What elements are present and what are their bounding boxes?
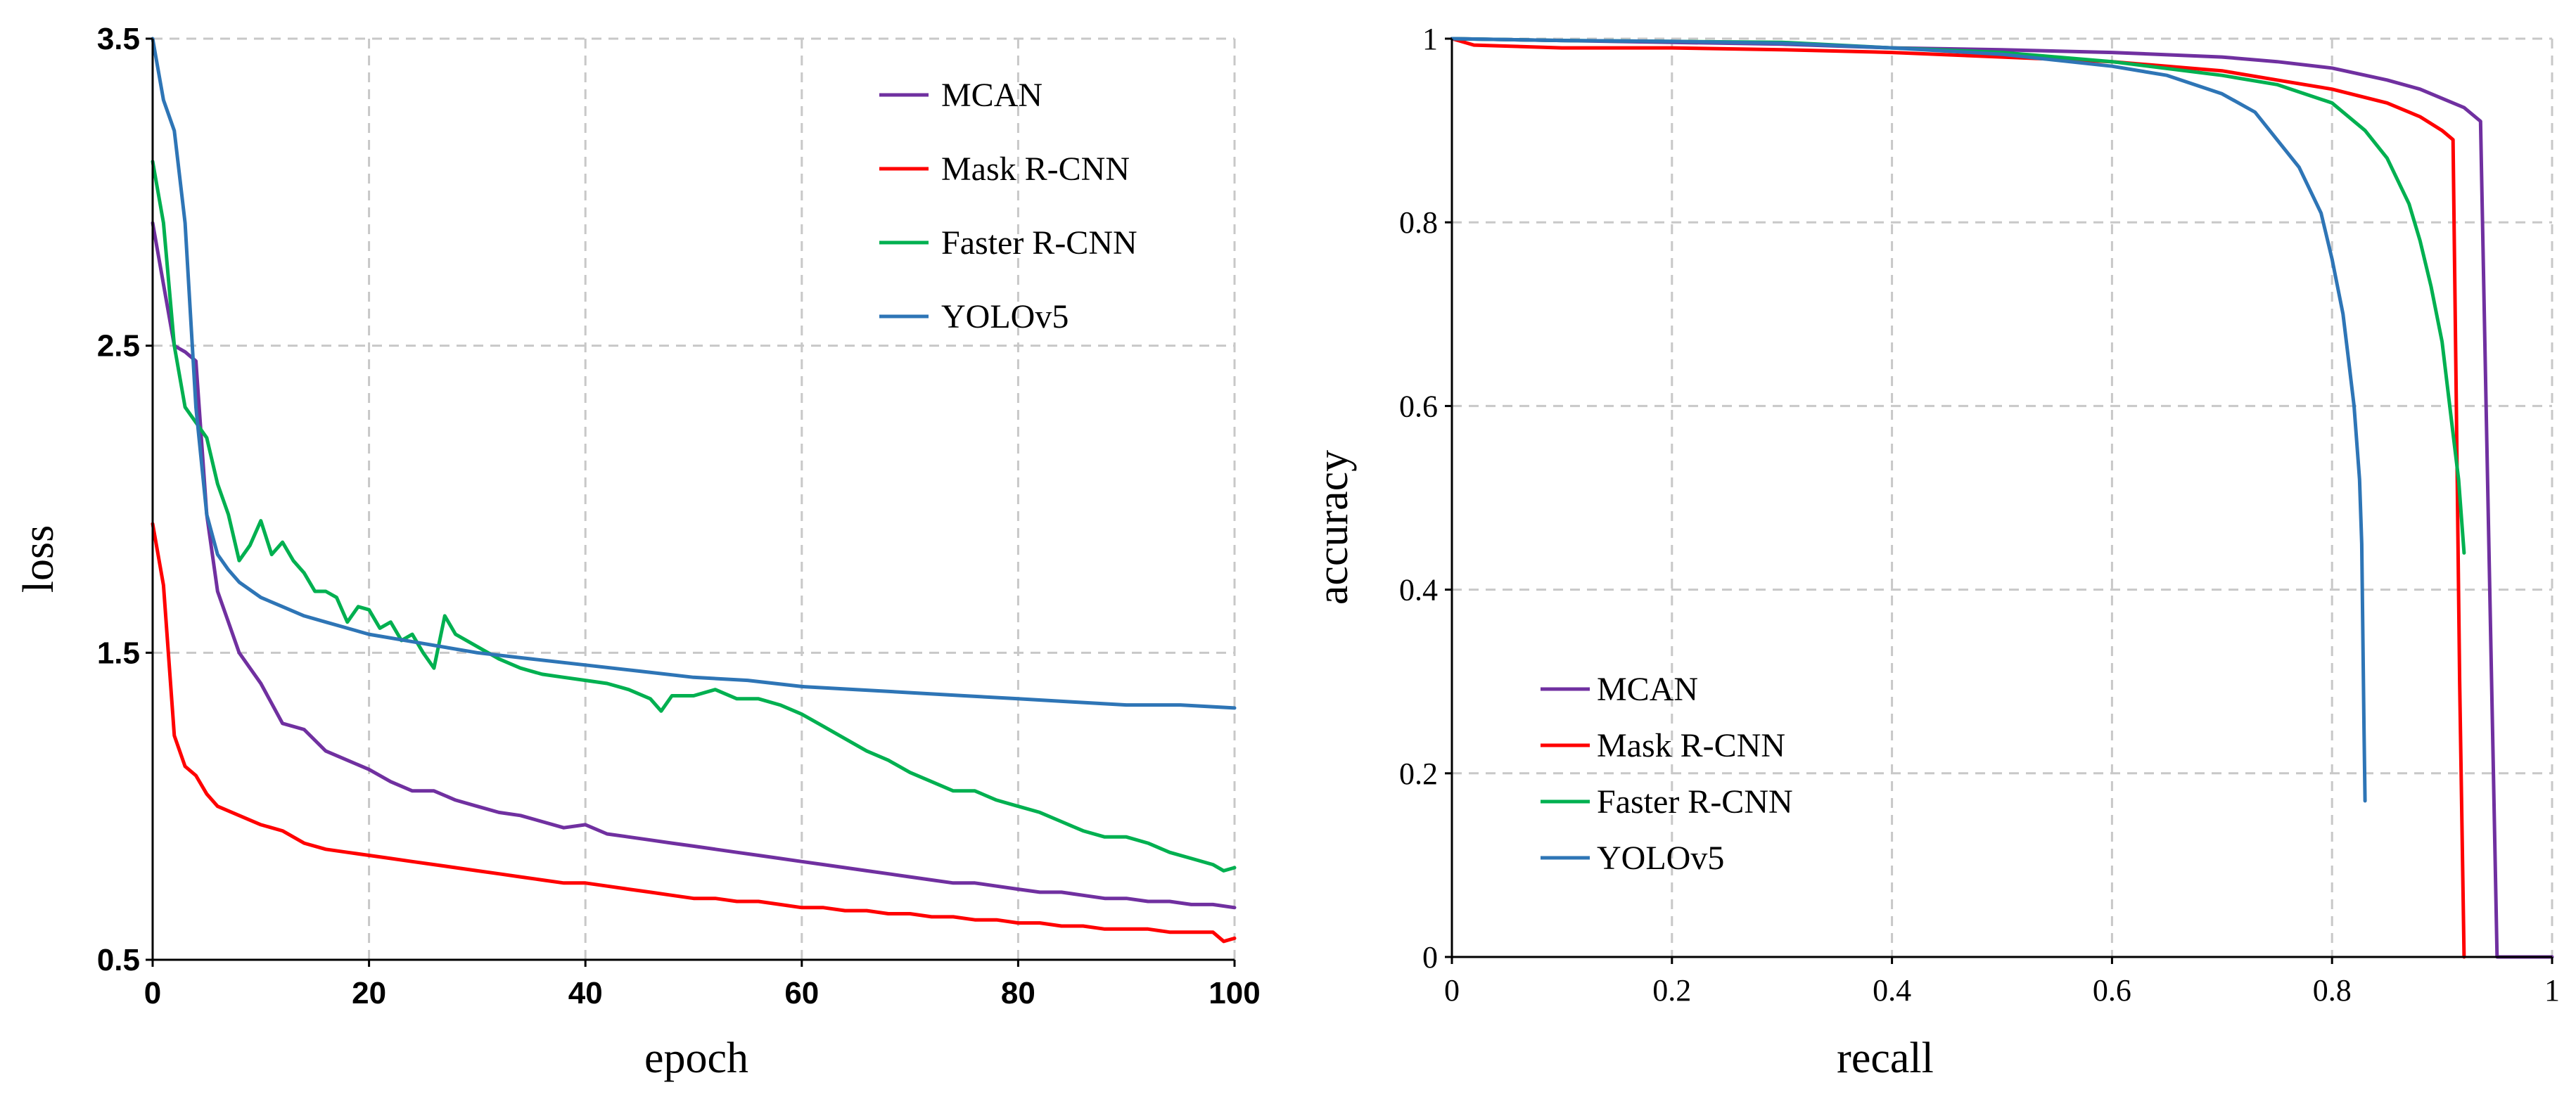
pr-chart-x-tick-label: 0 <box>1444 973 1460 1008</box>
loss-chart-series <box>151 37 1237 944</box>
loss-chart-ticks: 0 20 40 60 80 100 0.5 1.5 2.5 3.5 <box>97 22 1261 1010</box>
pr-chart-x-tick-label: 1 <box>2544 973 2560 1008</box>
loss-chart-legend-label-faster-r-cnn: Faster R-CNN <box>941 224 1137 262</box>
pr-chart-y-tick-label: 0.4 <box>1399 573 1438 608</box>
pr-chart-grid <box>1452 37 2553 957</box>
pr-chart-legend-label-mcan: MCAN <box>1597 671 1698 708</box>
pr-chart-series-faster-r-cnn-line <box>1450 37 2466 555</box>
pr-chart-legend: MCAN Mask R-CNN Faster R-CNN YOLOv5 <box>1541 671 1793 877</box>
pr-chart-y-tick-label: 0 <box>1422 940 1438 975</box>
loss-chart-x-tick-label: 40 <box>568 976 603 1010</box>
pr-chart: 0 0.2 0.4 0.6 0.8 1 0 0.2 0.4 0.6 0.8 1 recall accu… <box>1309 22 2560 1082</box>
pr-chart-legend-label-mask-r-cnn: Mask R-CNN <box>1597 727 1785 764</box>
pr-chart-x-tick-label: 0.2 <box>1652 973 1691 1008</box>
pr-chart-x-tick-label: 0.6 <box>2093 973 2131 1008</box>
pr-chart-y-tick-label: 0.2 <box>1399 757 1438 791</box>
loss-chart-series-mcan-line <box>151 221 1237 910</box>
pr-chart-y-tick-label: 1 <box>1422 22 1438 56</box>
loss-chart-y-tick-label: 2.5 <box>97 329 140 364</box>
pr-chart-legend-label-yolov5: YOLOv5 <box>1597 840 1724 877</box>
loss-chart-legend-label-yolov5: YOLOv5 <box>941 298 1069 335</box>
pr-chart-series <box>1450 37 2554 959</box>
loss-chart-series-yolov5-line <box>151 37 1237 710</box>
pr-chart-series-yolov5-line <box>1450 37 2367 803</box>
pr-chart-y-axis-title: accuracy <box>1309 450 1357 605</box>
loss-chart-x-axis-title: epoch <box>644 1034 748 1082</box>
loss-chart-y-tick-label: 0.5 <box>97 943 140 977</box>
loss-chart-x-tick-label: 20 <box>352 976 386 1010</box>
loss-chart-series-mask-r-cnn-line <box>151 522 1237 944</box>
pr-chart-series-mask-r-cnn-line <box>1450 37 2466 959</box>
loss-chart-axes <box>146 37 1236 967</box>
pr-chart-axes <box>1445 37 2553 964</box>
pr-chart-legend-label-faster-r-cnn: Faster R-CNN <box>1597 783 1793 821</box>
pr-chart-x-axis-title: recall <box>1837 1034 1934 1082</box>
loss-chart-x-tick-label: 100 <box>1209 976 1260 1010</box>
loss-chart-y-tick-label: 3.5 <box>97 22 140 56</box>
pr-chart-y-tick-label: 0.6 <box>1399 389 1438 423</box>
pr-chart-x-tick-label: 0.8 <box>2313 973 2352 1008</box>
loss-chart-grid <box>153 37 1236 960</box>
loss-chart-legend-label-mcan: MCAN <box>941 77 1042 114</box>
loss-chart-x-tick-label: 0 <box>144 976 161 1010</box>
loss-chart: 0 20 40 60 80 100 0.5 1.5 2.5 3.5 epoch loss MCAN… <box>15 22 1261 1082</box>
pr-chart-x-tick-label: 0.4 <box>1873 973 1911 1008</box>
loss-chart-series-faster-r-cnn-line <box>151 160 1237 873</box>
loss-chart-y-tick-label: 1.5 <box>97 636 140 670</box>
loss-chart-legend: MCAN Mask R-CNN Faster R-CNN YOLOv5 <box>879 77 1137 335</box>
loss-chart-x-tick-label: 60 <box>784 976 819 1010</box>
pr-chart-y-tick-label: 0.8 <box>1399 205 1438 240</box>
pr-chart-ticks: 0 0.2 0.4 0.6 0.8 1 0 0.2 0.4 0.6 0.8 1 <box>1399 22 2560 1008</box>
loss-chart-legend-label-mask-r-cnn: Mask R-CNN <box>941 150 1130 188</box>
loss-chart-y-axis-title: loss <box>15 525 63 593</box>
loss-chart-x-tick-label: 80 <box>1001 976 1035 1010</box>
